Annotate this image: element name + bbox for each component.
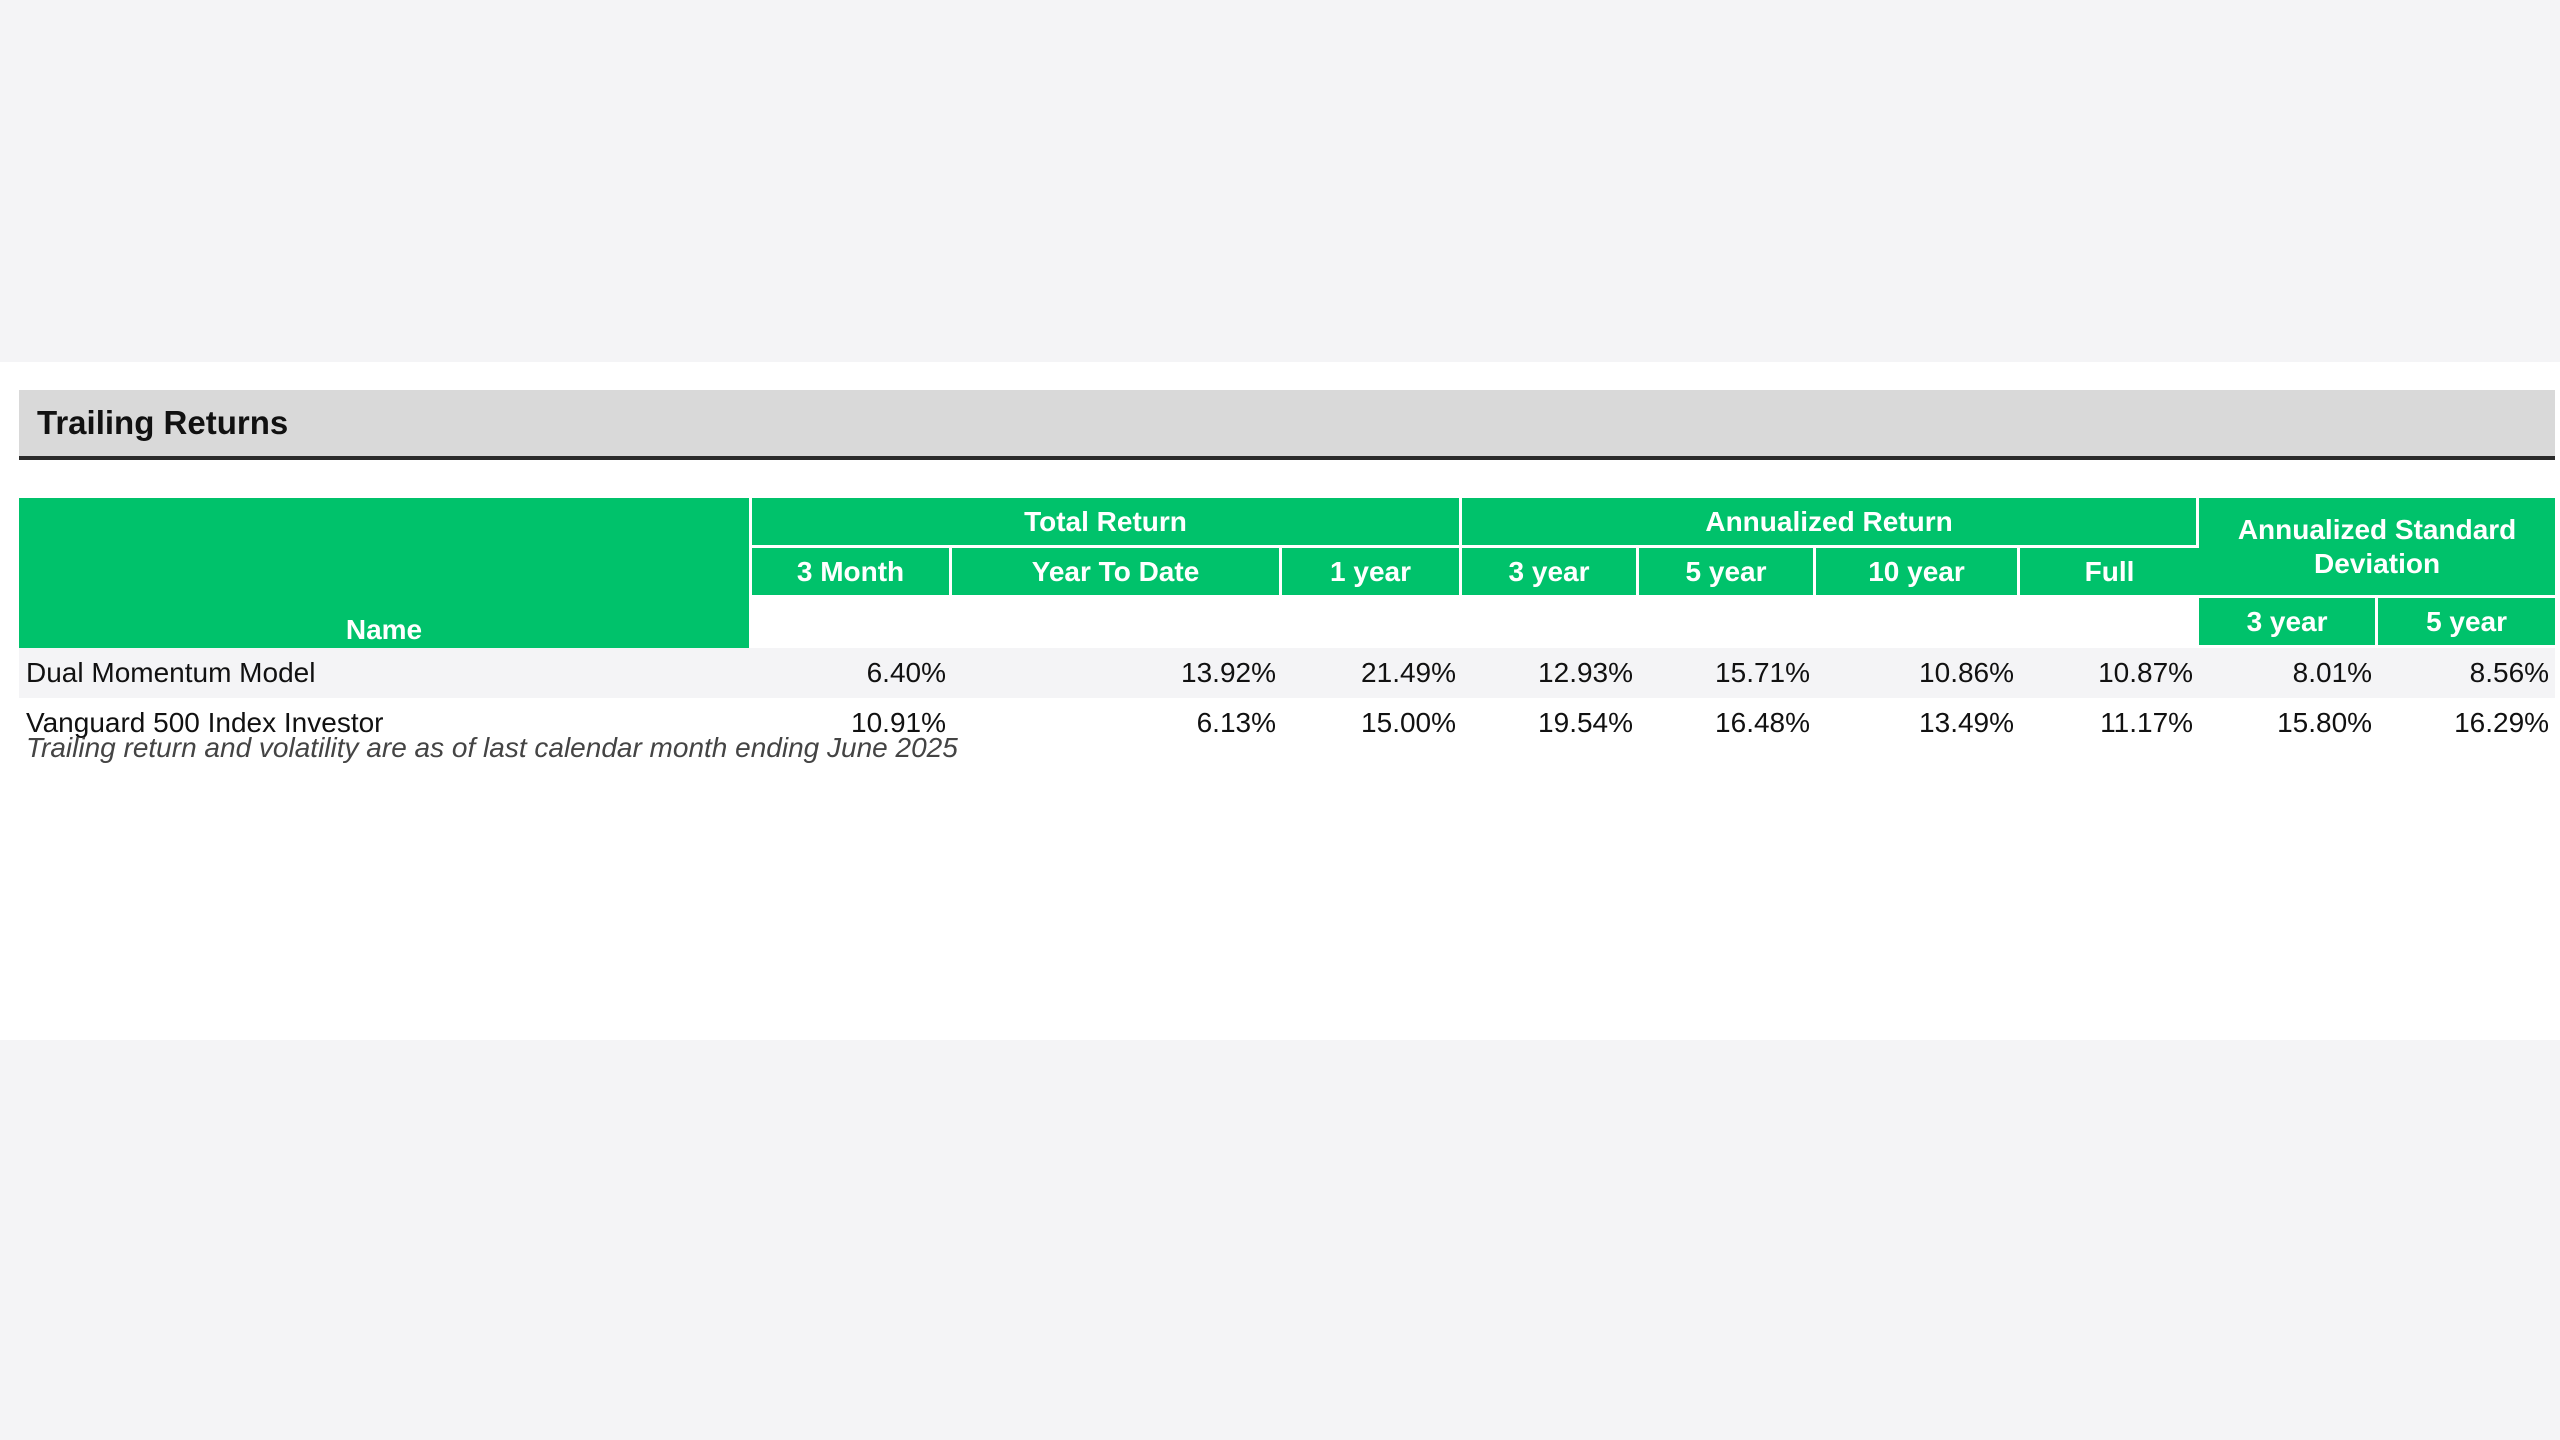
row-name: Vanguard 500 Index Investor (19, 698, 752, 748)
col-header-ann-10-year: 10 year (1816, 548, 2021, 598)
cell-year-to-date: 6.13% (952, 698, 1282, 748)
cell-3-month: 10.91% (752, 698, 952, 748)
cell-std-5-year: 16.29% (2378, 698, 2556, 748)
cell-ann-3-year: 19.54% (1462, 698, 1640, 748)
col-header-3-month: 3 Month (752, 548, 952, 598)
col-header-std-5-year: 5 year (2378, 598, 2556, 648)
cell-std-3-year: 8.01% (2199, 648, 2379, 698)
trailing-returns-table: Name Total Return Annualized Return Annu… (19, 498, 2556, 748)
col-header-year-to-date: Year To Date (952, 548, 1282, 598)
section-title: Trailing Returns (37, 404, 289, 441)
cell-3-month: 6.40% (752, 648, 952, 698)
annualized-return-group-header: Annualized Return (1462, 498, 2200, 548)
col-header-ann-5-year: 5 year (1639, 548, 1817, 598)
cell-ann-3-year: 12.93% (1462, 648, 1640, 698)
footnote: Trailing return and volatility are as of… (26, 732, 958, 763)
table-row: Vanguard 500 Index Investor 10.91% 6.13%… (19, 698, 2556, 748)
table-row: Dual Momentum Model 6.40% 13.92% 21.49% … (19, 648, 2556, 698)
section-header-bar: Trailing Returns (19, 390, 2555, 460)
cell-1-year: 21.49% (1282, 648, 1463, 698)
cell-ann-full: 11.17% (2020, 698, 2200, 748)
col-header-ann-3-year: 3 year (1462, 548, 1640, 598)
cell-ann-10-year: 10.86% (1816, 648, 2021, 698)
cell-ann-full: 10.87% (2020, 648, 2200, 698)
annualized-std-group-header: Annualized Standard Deviation (2199, 498, 2556, 598)
row-name: Dual Momentum Model (19, 648, 752, 698)
cell-1-year: 15.00% (1282, 698, 1463, 748)
cell-ann-5-year: 15.71% (1639, 648, 1817, 698)
name-column-header: Name (19, 498, 752, 648)
cell-year-to-date: 13.92% (952, 648, 1282, 698)
cell-std-3-year: 15.80% (2199, 698, 2379, 748)
col-header-std-3-year: 3 year (2199, 598, 2379, 648)
total-return-group-header: Total Return (752, 498, 1463, 548)
header-spacer (752, 598, 2200, 648)
col-header-ann-full: Full (2020, 548, 2200, 598)
cell-std-5-year: 8.56% (2378, 648, 2556, 698)
cell-ann-10-year: 13.49% (1816, 698, 2021, 748)
cell-ann-5-year: 16.48% (1639, 698, 1817, 748)
col-header-1-year: 1 year (1282, 548, 1463, 598)
report-page: Trailing Returns Name Total Return Annua… (0, 362, 2560, 1040)
